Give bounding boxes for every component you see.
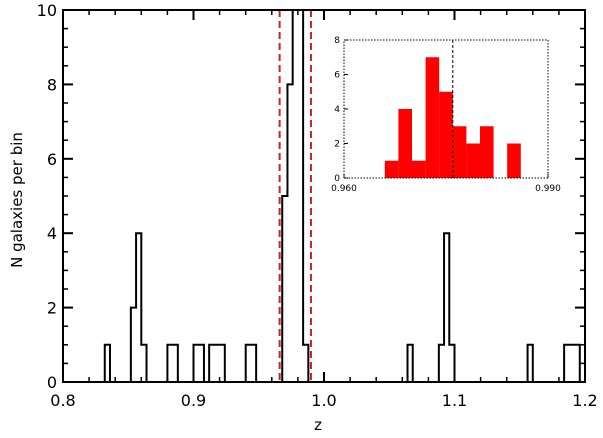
inset-y-tick-label: 2 xyxy=(334,140,340,150)
x-tick-label: 1.0 xyxy=(311,391,336,410)
main-histogram: 0.8 0.9 1.0 1.1 1.2 0 2 4 6 8 10 xyxy=(37,1,598,410)
inset-bar xyxy=(439,91,453,178)
inset-bar xyxy=(384,160,399,178)
inset-x-tick-label: 0.990 xyxy=(535,184,561,194)
inset-histogram: 0.960 0.990 0 2 4 6 8 xyxy=(331,36,561,194)
inset-bar xyxy=(412,160,426,178)
x-tick-label: 1.2 xyxy=(572,391,597,410)
y-axis-label: N galaxies per bin xyxy=(8,132,26,268)
x-tick-label: 1.1 xyxy=(442,391,467,410)
inset-y-tick-label: 6 xyxy=(334,71,340,81)
x-tick-label: 0.8 xyxy=(50,391,75,410)
y-tick-label: 0 xyxy=(47,373,57,392)
y-tick-label: 10 xyxy=(37,1,57,20)
x-tick-label: 0.9 xyxy=(181,391,206,410)
inset-bar xyxy=(480,126,494,178)
x-axis-label: z xyxy=(314,416,322,434)
y-tick-label: 2 xyxy=(47,299,57,318)
inset-y-tick-label: 0 xyxy=(334,174,340,184)
inset-bar xyxy=(452,126,467,178)
inset-x-tick-label: 0.960 xyxy=(331,184,357,194)
inset-y-tick-label: 8 xyxy=(334,36,340,46)
y-tick-label: 6 xyxy=(47,150,57,169)
inset-y-tick-label: 4 xyxy=(334,105,340,115)
inset-bar xyxy=(466,143,480,178)
inset-bar xyxy=(507,143,521,178)
inset-bar xyxy=(398,109,412,178)
y-tick-label: 4 xyxy=(47,224,57,243)
inset-bar xyxy=(425,57,440,178)
y-tick-label: 8 xyxy=(47,75,57,94)
